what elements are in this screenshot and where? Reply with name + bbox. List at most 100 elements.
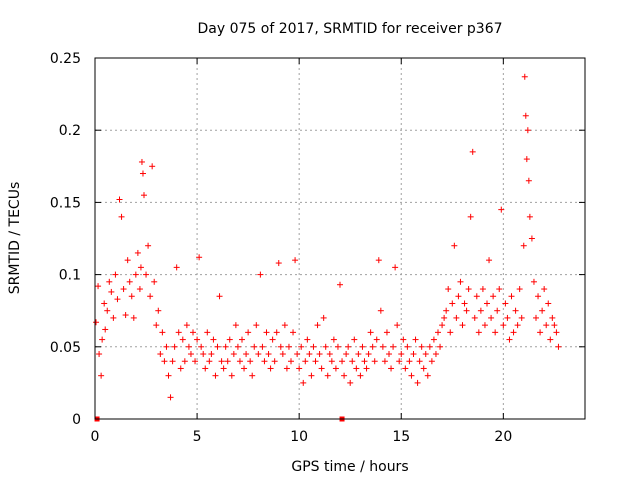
data-point [288, 358, 294, 365]
data-point [120, 286, 127, 293]
data-point [145, 242, 152, 249]
data-point [230, 351, 237, 358]
data-point [116, 196, 123, 203]
data-point [537, 329, 544, 336]
data-point [202, 365, 209, 372]
data-point [361, 358, 368, 365]
data-point [96, 351, 103, 358]
data-point [143, 271, 150, 278]
data-point [355, 351, 362, 358]
data-point [343, 351, 350, 358]
data-point [353, 365, 360, 372]
data-point [414, 379, 421, 386]
data-point [228, 372, 235, 379]
data-point [520, 242, 527, 249]
data-point [251, 343, 258, 350]
data-point [402, 365, 409, 372]
data-point [139, 170, 146, 177]
data-point [273, 329, 280, 336]
data-point [222, 343, 229, 350]
y-tick-label: 0.25 [50, 51, 81, 67]
data-point [208, 351, 215, 358]
data-point [210, 336, 217, 343]
data-point [106, 278, 113, 285]
data-point [473, 293, 480, 300]
data-point [185, 343, 192, 350]
data-point [104, 307, 111, 314]
data-point [108, 288, 115, 295]
data-point [416, 358, 423, 365]
data-point [187, 351, 194, 358]
data-point [525, 177, 532, 184]
data-points [93, 73, 562, 422]
data-point [439, 322, 446, 329]
data-point [518, 314, 525, 321]
data-point [551, 322, 558, 329]
data-point [351, 336, 358, 343]
data-point [98, 372, 105, 379]
data-point [506, 336, 513, 343]
data-point [161, 358, 168, 365]
data-point [400, 336, 407, 343]
data-point [521, 73, 528, 80]
data-point [530, 278, 537, 285]
data-point [95, 283, 102, 290]
data-point [177, 365, 184, 372]
data-point [259, 343, 266, 350]
data-point [435, 329, 441, 336]
data-point [281, 322, 288, 329]
data-point [167, 394, 174, 401]
data-point [124, 257, 131, 264]
data-point [320, 314, 327, 321]
data-point [163, 343, 170, 350]
data-point [512, 307, 519, 314]
data-point [122, 312, 129, 319]
data-point [265, 351, 272, 358]
data-point [292, 257, 299, 264]
data-point [488, 314, 495, 321]
data-point [271, 358, 278, 365]
data-point [132, 271, 139, 278]
data-point [190, 329, 196, 336]
data-point [157, 351, 164, 358]
data-point [204, 329, 211, 336]
data-point [247, 358, 254, 365]
data-point [422, 351, 429, 358]
data-point [183, 322, 190, 329]
data-point [296, 365, 303, 372]
data-point [294, 351, 301, 358]
data-point [349, 358, 356, 365]
data-point [341, 372, 348, 379]
data-point [279, 351, 286, 358]
data-point [408, 372, 415, 379]
data-point [169, 358, 176, 365]
data-point [114, 296, 121, 303]
data-point [155, 307, 162, 314]
data-point [194, 336, 201, 343]
data-point [249, 372, 256, 379]
data-point [175, 329, 182, 336]
data-point [398, 351, 405, 358]
data-point [206, 358, 213, 365]
data-point [171, 343, 178, 350]
data-point [524, 127, 531, 134]
data-point [212, 372, 219, 379]
data-point [153, 322, 160, 329]
data-point [381, 358, 388, 365]
data-point [218, 358, 225, 365]
data-point [332, 365, 339, 372]
data-point [243, 351, 250, 358]
data-point [394, 322, 401, 329]
data-point [375, 257, 382, 264]
data-point [428, 358, 435, 365]
data-point [134, 249, 141, 256]
x-tick-label: 20 [494, 429, 512, 445]
data-point [334, 343, 341, 350]
data-point [379, 343, 386, 350]
data-point [234, 343, 241, 350]
data-point [345, 343, 352, 350]
data-point [310, 343, 317, 350]
y-tick-label: 0.05 [50, 340, 81, 356]
data-point [555, 343, 562, 350]
